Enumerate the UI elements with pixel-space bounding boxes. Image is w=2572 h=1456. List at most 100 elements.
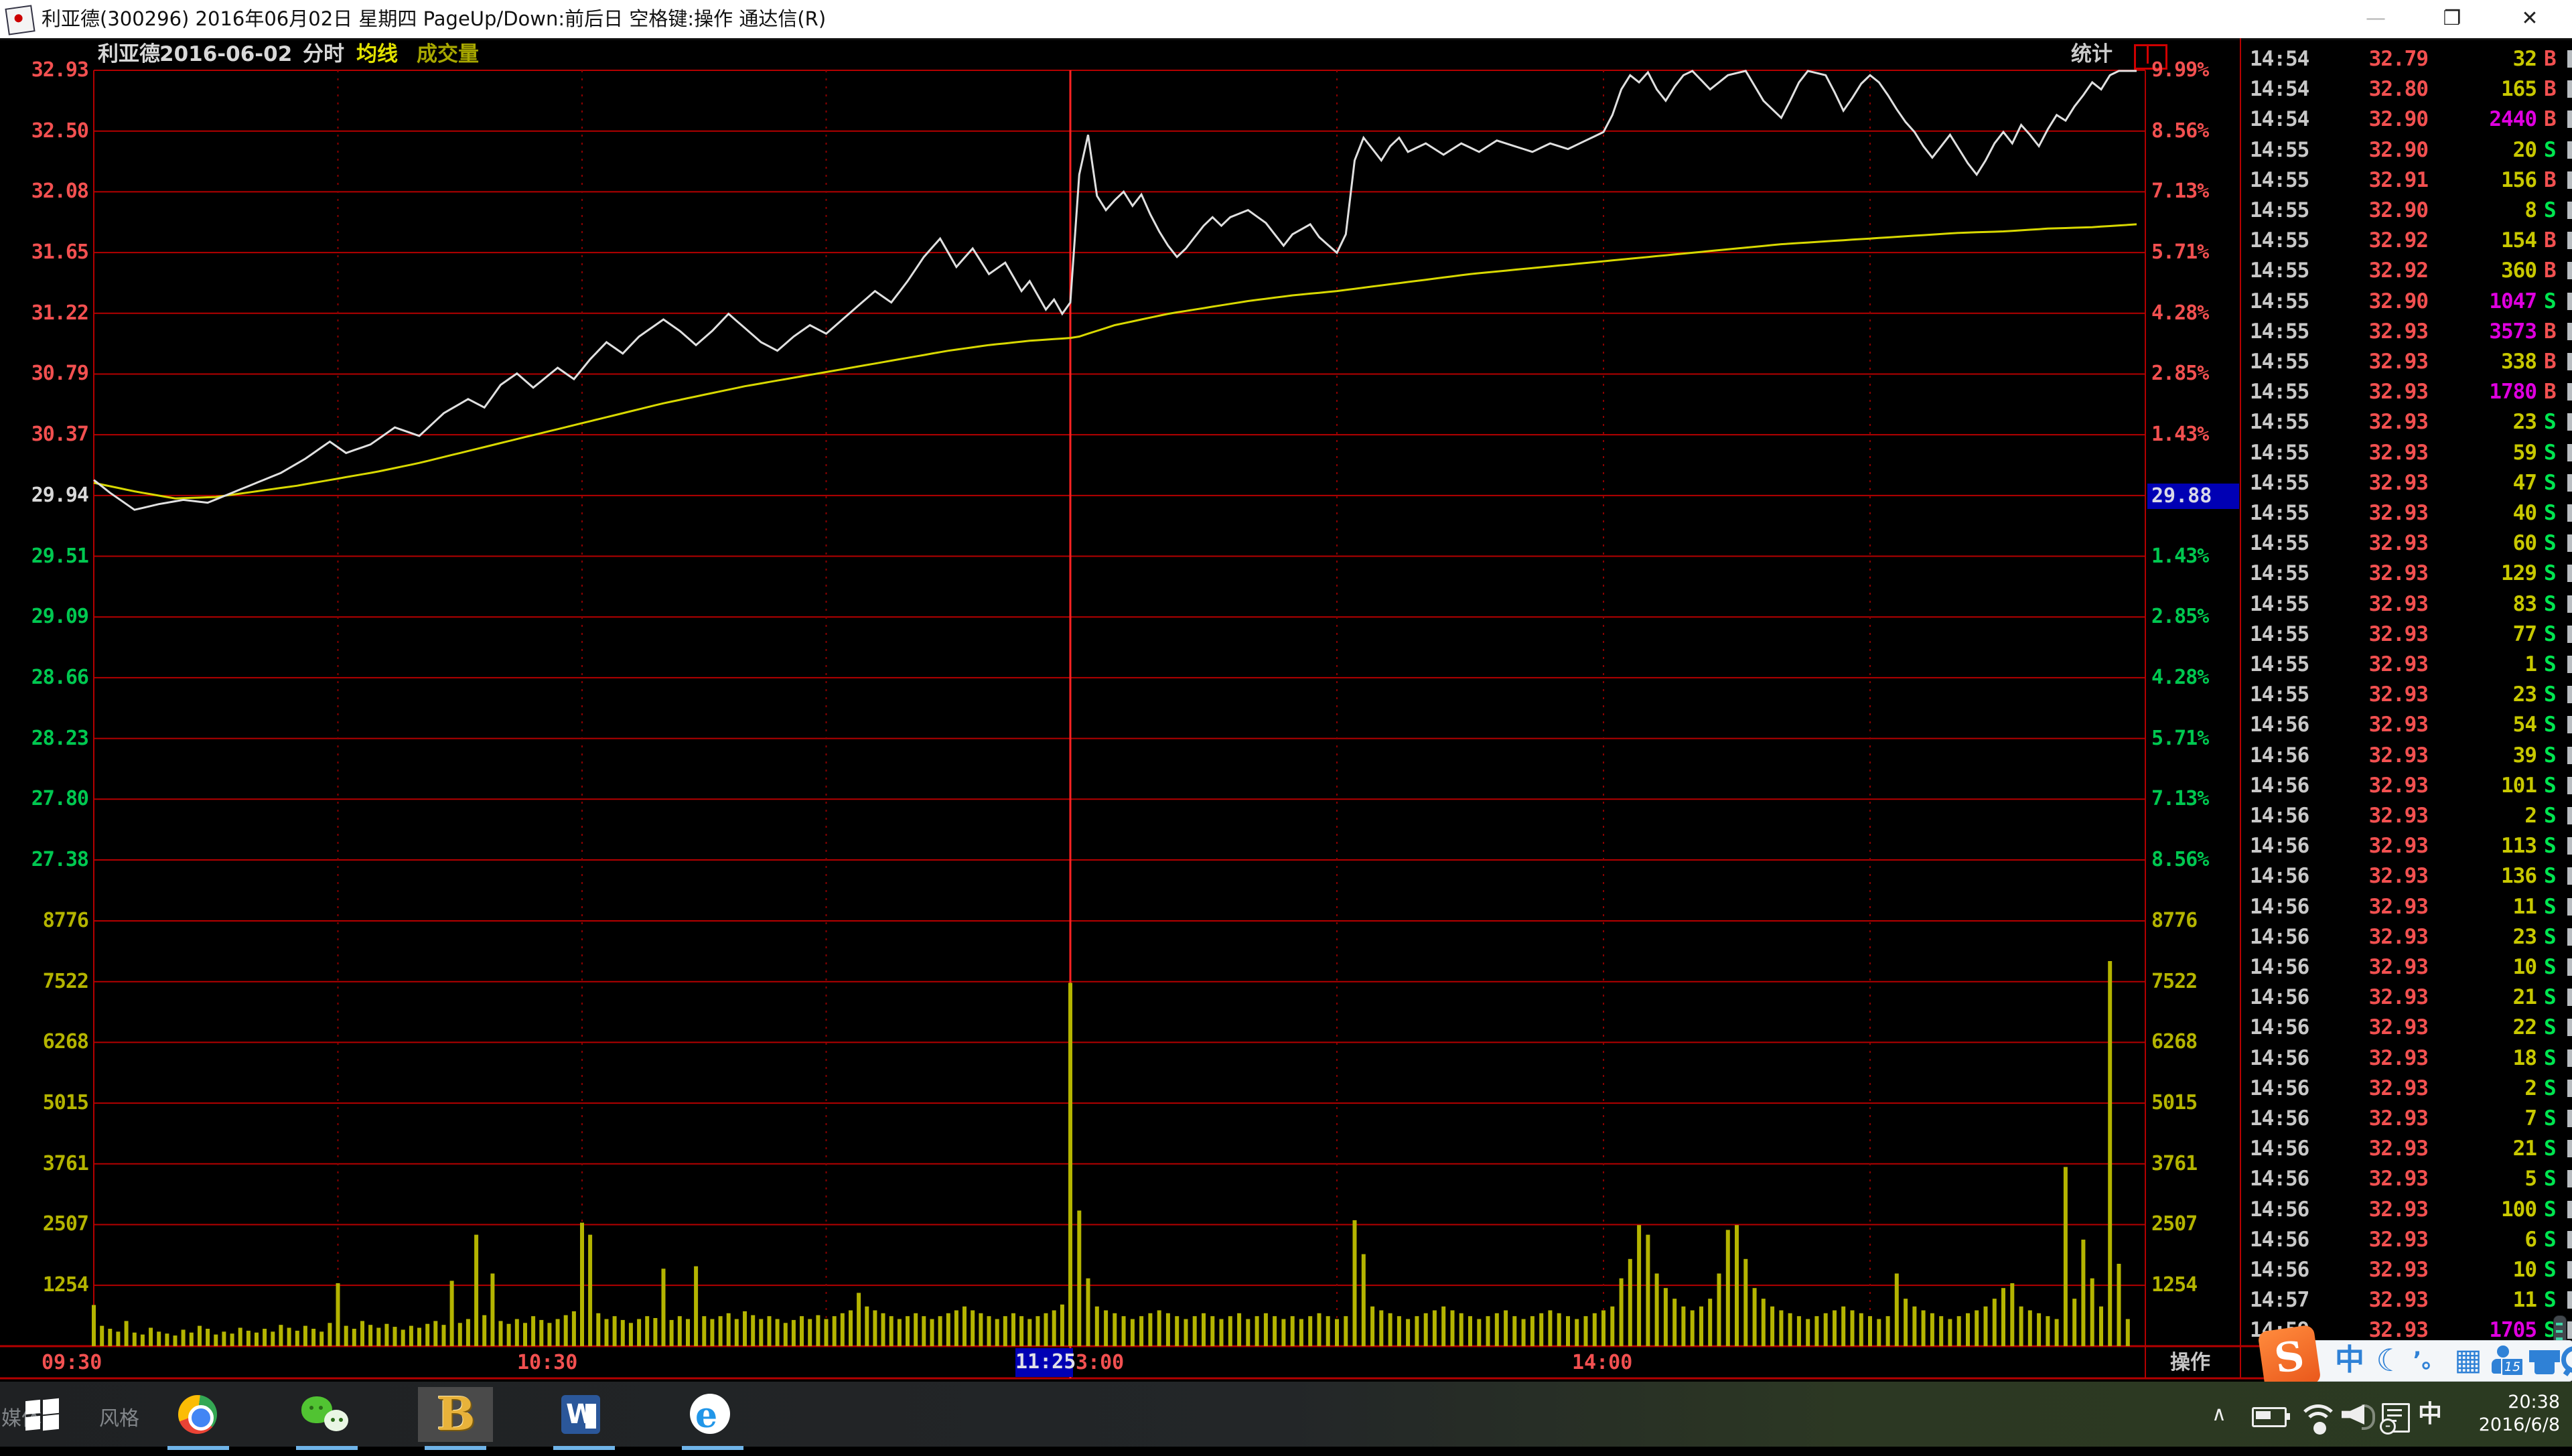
volume-bar: [401, 1329, 405, 1346]
tick-trade-row[interactable]: 14:56 32.93 100 S: [2244, 1195, 2567, 1225]
tick-trade-row[interactable]: 14:55 32.93 129 S: [2244, 559, 2567, 589]
trade-price: 32.93: [2368, 380, 2429, 405]
tick-trade-row[interactable]: 14:56 32.93 7 S: [2244, 1104, 2567, 1134]
minimize-button[interactable]: —: [2366, 7, 2386, 30]
tick-trade-row[interactable]: 14:55 32.93 23 S: [2244, 407, 2567, 437]
tick-trade-row[interactable]: 14:56 32.93 54 S: [2244, 710, 2567, 740]
tick-trade-row[interactable]: 14:56 32.93 2 S: [2244, 1074, 2567, 1104]
volume-bar: [1735, 1225, 1739, 1346]
tick-trade-row[interactable]: 14:55 32.91 156 B: [2244, 165, 2567, 196]
trade-time: 14:56: [2250, 1076, 2309, 1100]
tick-trade-row[interactable]: 14:55 32.92 360 B: [2244, 256, 2567, 286]
volume-bar: [1841, 1306, 1846, 1346]
tick-trade-list[interactable]: 14:54 32.79 32 B 14:54 32.80 165 B 14:54 32.90 244…: [2244, 38, 2567, 1346]
legend-volume[interactable]: 成交量: [417, 42, 479, 66]
volume-bar: [466, 1319, 470, 1346]
volume-bar: [1912, 1306, 1917, 1346]
tick-trade-row[interactable]: 14:55 32.93 1 S: [2244, 650, 2567, 680]
tick-trade-row[interactable]: 14:55 32.90 8 S: [2244, 196, 2567, 226]
tick-trade-row[interactable]: 14:54 32.80 165 B: [2244, 74, 2567, 104]
price-axis-label: 27.38: [31, 847, 89, 871]
tick-trade-row[interactable]: 14:56 32.93 22 S: [2244, 1013, 2567, 1043]
ime-fullhalf-moon-icon[interactable]: ☾: [2376, 1342, 2404, 1378]
tick-trade-row[interactable]: 14:55 32.90 20 S: [2244, 135, 2567, 165]
tray-clock[interactable]: 20:38 2016/6/8: [2433, 1382, 2568, 1456]
tick-trade-row[interactable]: 14:56 32.93 23 S: [2244, 922, 2567, 952]
ime-softkeyboard-icon[interactable]: ▦: [2454, 1343, 2482, 1377]
tick-trade-row[interactable]: 14:55 32.93 47 S: [2244, 468, 2567, 498]
stats-window-icon[interactable]: [2134, 44, 2167, 70]
legend-avg-line[interactable]: 均线: [356, 42, 398, 66]
tick-trade-row[interactable]: 14:56 32.93 101 S: [2244, 771, 2567, 801]
taskbar-item-word[interactable]: W: [547, 1387, 622, 1450]
tick-trade-row[interactable]: 14:55 32.93 83 S: [2244, 589, 2567, 620]
tick-trade-row[interactable]: 14:56 32.93 21 S: [2244, 982, 2567, 1013]
tick-trade-row[interactable]: 14:56 32.93 39 S: [2244, 741, 2567, 771]
ime-chinese-icon[interactable]: 中: [2335, 1343, 2364, 1377]
sogou-ime-bar[interactable]: [2305, 1340, 2572, 1382]
tick-trade-row[interactable]: 14:55 32.92 154 B: [2244, 226, 2567, 256]
ime-account-icon[interactable]: 15: [2490, 1345, 2524, 1376]
tick-trade-row[interactable]: 14:55 32.93 60 S: [2244, 528, 2567, 559]
tick-trade-row[interactable]: 14:56 32.93 6 S: [2244, 1225, 2567, 1255]
restore-button[interactable]: ❐: [2443, 7, 2461, 30]
tick-trade-row[interactable]: 14:56 32.93 136 S: [2244, 861, 2567, 891]
chart-mode-label[interactable]: 分时: [303, 42, 344, 66]
scrollbar-tick: [2567, 1019, 2572, 1037]
trade-price: 32.93: [2368, 410, 2429, 435]
tick-trade-row[interactable]: 14:55 32.93 1780 B: [2244, 377, 2567, 407]
trade-time: 14:55: [2250, 652, 2309, 676]
trade-side: S: [2544, 1015, 2557, 1040]
tick-trade-row[interactable]: 14:56 32.93 113 S: [2244, 831, 2567, 861]
trade-time: 14:55: [2250, 591, 2309, 616]
tick-trade-row[interactable]: 14:56 32.93 10 S: [2244, 952, 2567, 982]
trade-price: 32.93: [2368, 1197, 2429, 1222]
ime-toolbox-icon[interactable]: [2561, 1345, 2572, 1377]
volume-axis-label: 6268: [42, 1030, 89, 1054]
tick-trade-row[interactable]: 14:55 32.90 1047 S: [2244, 287, 2567, 317]
tick-trade-row[interactable]: 14:55 32.93 23 S: [2244, 680, 2567, 710]
tick-trade-row[interactable]: 14:56 32.93 18 S: [2244, 1043, 2567, 1074]
tick-trade-row[interactable]: 14:54 32.90 2440 B: [2244, 104, 2567, 135]
close-button[interactable]: ✕: [2521, 7, 2539, 30]
tray-ime-indicator[interactable]: 中: [2418, 1400, 2443, 1428]
tick-trade-row[interactable]: 14:55 32.93 338 B: [2244, 347, 2567, 377]
tray-chevron-icon[interactable]: ∧: [2212, 1402, 2226, 1426]
tick-trade-row[interactable]: 14:56 32.93 2 S: [2244, 801, 2567, 831]
tick-trade-row[interactable]: 14:55 32.93 77 S: [2244, 620, 2567, 650]
tape-scrollbar-track[interactable]: [2567, 38, 2572, 1346]
tick-trade-row[interactable]: 14:56 32.93 5 S: [2244, 1164, 2567, 1194]
tick-trade-row[interactable]: 14:57 32.93 11 S: [2244, 1285, 2567, 1315]
sogou-logo-icon[interactable]: S: [2257, 1324, 2321, 1391]
tick-trade-row[interactable]: 14:55 32.93 3573 B: [2244, 317, 2567, 347]
volume-bar: [1575, 1319, 1579, 1346]
taskbar-item-wechat[interactable]: [289, 1387, 364, 1450]
ime-punctuation-icon[interactable]: ’。: [2413, 1347, 2445, 1374]
taskbar-item-browser[interactable]: e: [675, 1387, 750, 1450]
taskbar-item-chrome[interactable]: [161, 1387, 236, 1450]
tick-trade-row[interactable]: 14:56 32.93 21 S: [2244, 1134, 2567, 1164]
taskbar-item-tdx-active[interactable]: B: [418, 1387, 493, 1450]
stock-name: 利亚德: [98, 42, 160, 66]
volume-bar: [1290, 1316, 1295, 1346]
volume-bar: [938, 1316, 942, 1346]
trade-volume: 7: [2524, 1106, 2537, 1131]
tick-trade-row[interactable]: 14:56 32.93 10 S: [2244, 1255, 2567, 1285]
volume-bar: [2037, 1313, 2042, 1346]
trade-volume: 101: [2501, 773, 2537, 798]
trade-volume: 10: [2512, 1258, 2537, 1282]
volume-bar: [677, 1316, 682, 1346]
scrollbar-tick: [2567, 262, 2572, 280]
start-button[interactable]: [5, 1387, 80, 1442]
volume-bar: [571, 1311, 576, 1346]
action-menu-label[interactable]: 操作: [2170, 1351, 2210, 1374]
tick-trade-row[interactable]: 14:55 32.93 40 S: [2244, 498, 2567, 528]
volume-bar: [1956, 1316, 1961, 1346]
tick-trade-row[interactable]: 14:55 32.93 59 S: [2244, 438, 2567, 468]
tick-trade-row[interactable]: 14:56 32.93 11 S: [2244, 892, 2567, 922]
tick-trade-row[interactable]: 14:54 32.79 32 B: [2244, 44, 2567, 74]
ime-skin-icon[interactable]: [2529, 1346, 2560, 1374]
stats-button[interactable]: 统计: [2071, 42, 2113, 66]
volume-bar: [2081, 1239, 2086, 1346]
